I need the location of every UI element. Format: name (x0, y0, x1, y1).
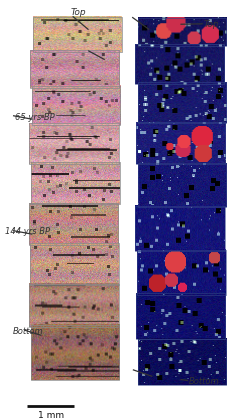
Bar (29, 123, 119, 164)
Text: Top: Top (203, 20, 219, 29)
Bar (138, 18, 226, 46)
Bar (29, 284, 119, 327)
Bar (136, 122, 225, 164)
Text: Bottom: Bottom (188, 377, 219, 386)
Bar (135, 44, 224, 84)
Bar (30, 50, 119, 88)
Bar (136, 293, 225, 339)
Bar (138, 82, 226, 123)
Bar (29, 203, 118, 245)
Bar (31, 325, 119, 380)
Text: 1 mm: 1 mm (38, 411, 64, 418)
Bar (138, 163, 226, 207)
Bar (32, 86, 120, 125)
Bar (30, 243, 119, 285)
Text: 144 yrs BP: 144 yrs BP (5, 227, 50, 237)
Text: Bottom: Bottom (12, 326, 43, 336)
Bar (138, 339, 226, 385)
Text: 65 yrs BP: 65 yrs BP (15, 112, 55, 122)
Bar (31, 162, 120, 204)
Bar (135, 206, 225, 251)
Text: Top: Top (70, 8, 86, 17)
Bar (137, 250, 226, 295)
Bar (33, 17, 122, 52)
